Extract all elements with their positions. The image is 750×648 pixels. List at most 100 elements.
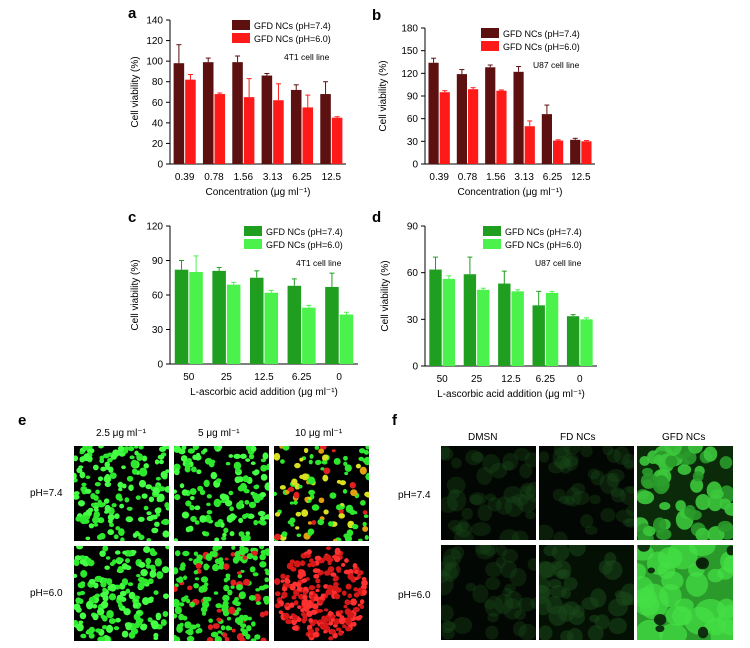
cell-dot	[547, 461, 565, 474]
cell-dot	[253, 497, 261, 504]
cell-line-annotation: 4T1 cell line	[296, 258, 342, 268]
cell-dot	[313, 573, 320, 579]
cell-dot	[620, 486, 634, 506]
cell-dot	[519, 463, 533, 479]
cell-dot	[472, 584, 489, 603]
cell-dot	[685, 572, 709, 597]
cell-dot	[106, 609, 114, 619]
cell-dot	[74, 494, 80, 500]
cell-dot	[664, 446, 682, 456]
panel-f-col-3: GFD NCs	[662, 432, 706, 443]
cell-dot	[487, 497, 502, 512]
x-tick-label: 3.13	[514, 172, 534, 183]
cell-dot	[94, 593, 101, 598]
cell-dot	[468, 492, 487, 506]
cell-dot	[291, 478, 298, 486]
cell-dot	[131, 468, 138, 475]
cell-dot	[225, 461, 231, 466]
cell-dot	[589, 614, 600, 623]
cell-dot	[75, 597, 82, 604]
cell-dot	[607, 469, 625, 483]
legend-swatch	[481, 41, 499, 51]
cell-dot	[262, 452, 269, 460]
cell-dot	[257, 510, 266, 517]
cell-dot	[242, 547, 249, 554]
panel-f-row-2: pH=6.0	[398, 590, 431, 601]
cell-dot	[352, 563, 358, 569]
cell-dot	[115, 617, 121, 623]
cell-dot	[584, 525, 598, 535]
cell-dot	[134, 621, 141, 629]
cell-dot	[229, 513, 236, 521]
cell-dot	[206, 637, 214, 641]
cell-dot	[517, 597, 536, 612]
bar	[580, 319, 593, 366]
cell-dot	[501, 548, 519, 563]
cell-dot	[74, 555, 82, 561]
panel-e-row-1: pH=7.4	[30, 488, 63, 499]
cell-dot	[113, 626, 120, 631]
cell-dot	[539, 524, 554, 540]
cell-dot	[92, 516, 99, 524]
bar	[331, 117, 343, 164]
cell-dot	[349, 482, 356, 489]
bar	[302, 307, 316, 364]
cell-dot	[119, 503, 125, 509]
cell-dot	[156, 495, 163, 502]
y-tick-label: 0	[412, 160, 418, 171]
legend-label: GFD NCs (pH=7.4)	[266, 227, 343, 237]
cell-dot	[162, 610, 169, 618]
y-tick-label: 30	[407, 137, 419, 148]
cell-dot	[234, 597, 240, 602]
bar	[325, 286, 339, 364]
cell-dot	[246, 553, 254, 560]
cell-dot	[240, 569, 245, 573]
cell-dot	[236, 607, 242, 612]
panel-e-col-1: 2.5 μg ml⁻¹	[96, 428, 146, 439]
cell-dot	[127, 446, 135, 452]
cell-dot	[162, 518, 169, 526]
y-tick-label: 90	[152, 256, 164, 267]
cell-dot	[254, 634, 261, 640]
cell-dot	[79, 450, 85, 455]
cell-dot	[237, 571, 242, 575]
cell-dot	[189, 504, 195, 511]
cell-dot	[74, 573, 78, 579]
cell-dot	[338, 513, 345, 519]
cell-dot	[278, 610, 284, 615]
cell-dot	[293, 491, 300, 499]
cell-dot	[253, 519, 259, 526]
cell-dot	[125, 558, 131, 564]
cell-dot	[76, 467, 83, 474]
cell-dot	[264, 596, 269, 603]
cell-dot	[470, 494, 484, 505]
bar	[261, 75, 273, 164]
cell-dot	[291, 595, 297, 600]
cell-dot	[274, 533, 281, 541]
bar	[287, 285, 302, 364]
cell-dot	[352, 606, 360, 613]
bar	[189, 272, 203, 364]
cell-dot	[452, 524, 464, 535]
cell-dot	[162, 593, 169, 600]
cell-dot	[519, 482, 536, 500]
cell-dot	[79, 559, 85, 565]
cell-dot	[517, 492, 536, 513]
cell-dot	[581, 597, 600, 610]
cell-dot	[223, 584, 230, 592]
cell-dot	[109, 522, 115, 528]
cell-dot	[349, 613, 354, 619]
cell-dot	[726, 545, 733, 556]
cell-dot	[244, 499, 250, 505]
legend-label: GFD NCs (pH=6.0)	[254, 34, 331, 44]
cell-dot	[303, 447, 309, 454]
cell-dot	[134, 595, 140, 600]
cell-dot	[621, 453, 634, 469]
cell-dot	[156, 571, 164, 580]
cell-dot	[643, 525, 656, 537]
cell-dot	[149, 570, 157, 578]
y-axis-label: Cell viability (%)	[378, 60, 389, 131]
cell-dot	[234, 476, 241, 484]
cell-dot	[342, 624, 347, 629]
bar	[524, 126, 535, 164]
